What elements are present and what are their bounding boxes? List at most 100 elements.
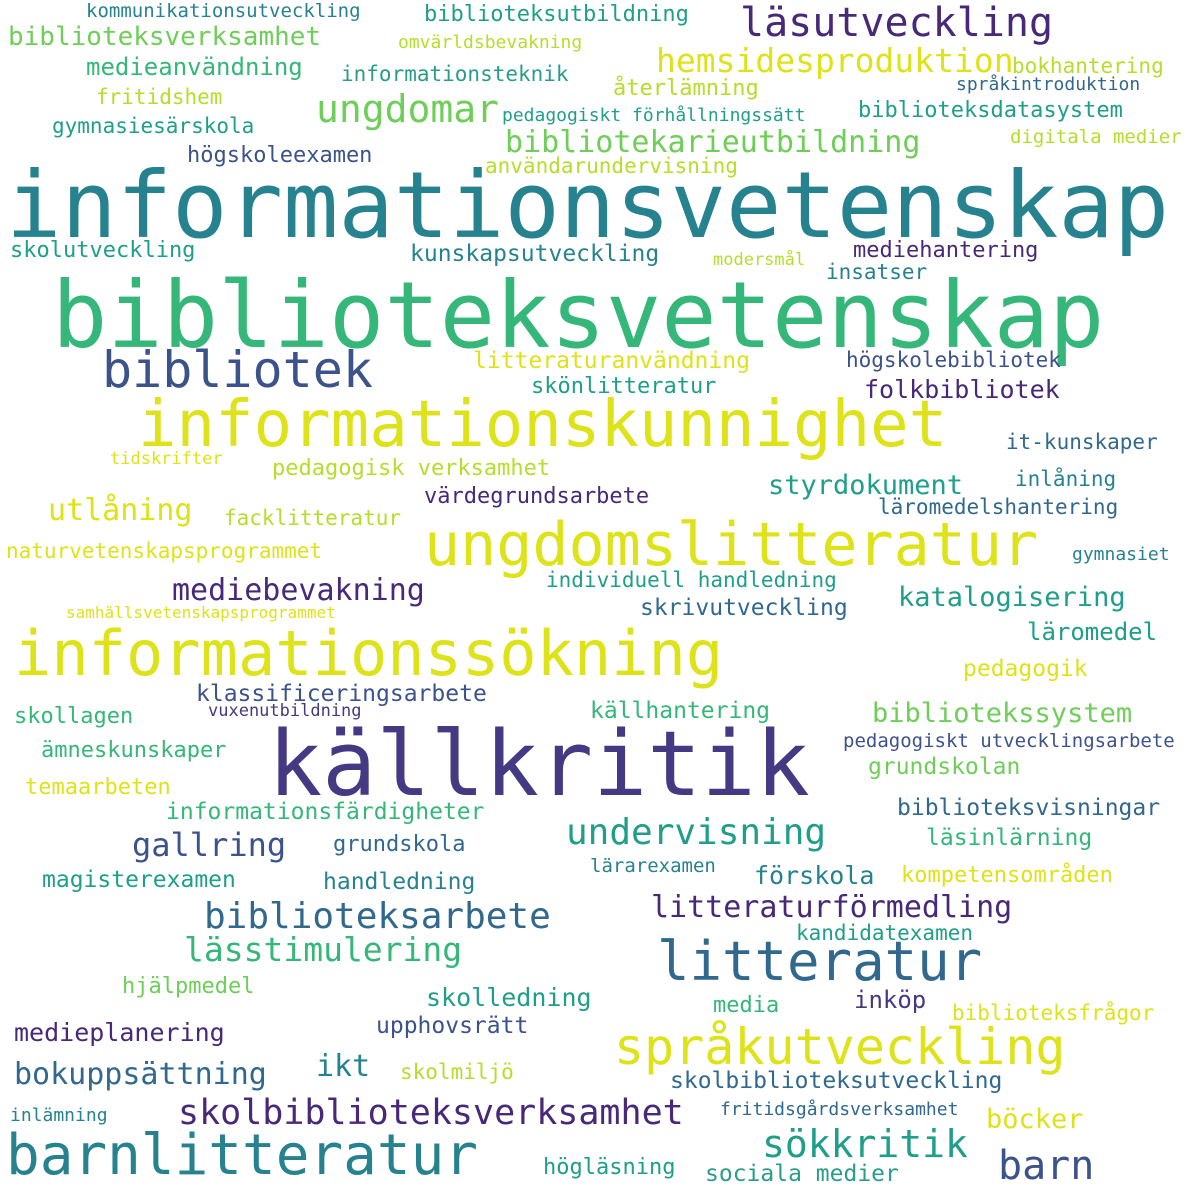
word: temaarbeten [25, 775, 171, 800]
word: grundskola [333, 832, 466, 857]
word: hjälpmedel [122, 974, 255, 999]
word: mediebevakning [172, 573, 425, 608]
word: individuell handledning [546, 568, 837, 592]
word: naturvetenskapsprogrammet [6, 539, 323, 563]
word: bibliotekarieutbildning [505, 125, 921, 160]
word: ämneskunskaper [41, 738, 227, 763]
word: facklitteratur [224, 506, 402, 530]
word: högskolebibliotek [846, 348, 1061, 372]
word: litteraturanvändning [473, 348, 750, 374]
word: tidskrifter [110, 449, 223, 469]
word: handledning [323, 869, 476, 895]
word: språkintroduktion [956, 74, 1141, 95]
word: skolbiblioteksverksamhet [178, 1093, 684, 1133]
word: bokuppsättning [14, 1057, 267, 1092]
word: fritidsgårdsverksamhet [720, 1099, 959, 1120]
word: biblioteksutbildning [424, 2, 689, 27]
word: värdegrundsarbete [424, 484, 650, 509]
word: digitala medier [1010, 126, 1182, 148]
word: styrdokument [768, 470, 964, 501]
word: katalogisering [898, 582, 1126, 613]
word: modersmål [713, 250, 806, 270]
word: förskola [754, 861, 875, 890]
word: skolbiblioteksutveckling [670, 1068, 1003, 1094]
word: ungdomar [316, 87, 500, 131]
word: skolmiljö [400, 1060, 514, 1084]
word: biblioteksvetenskap [52, 262, 1105, 369]
word: biblioteksvisningar [897, 795, 1161, 821]
word: bokhantering [1012, 54, 1164, 78]
word: kandidatexamen [796, 921, 974, 945]
word: omvärldsbevakning [398, 32, 583, 53]
word: läsinlärning [926, 825, 1093, 851]
word: hemsidesproduktion [656, 41, 1014, 80]
word: skönlitteratur [531, 374, 717, 399]
word: informationssökning [14, 617, 724, 690]
word: pedagogisk verksamhet [272, 456, 551, 481]
word: böcker [986, 1104, 1084, 1135]
word: folkbibliotek [864, 375, 1060, 404]
word: fritidshem [96, 85, 223, 109]
word: biblioteksverksamhet [8, 22, 322, 52]
word: kommunikationsutveckling [86, 0, 361, 22]
word: kunskapsutveckling [410, 241, 660, 267]
word: sökkritik [762, 1122, 968, 1166]
word: skolledning [426, 983, 592, 1012]
word: gallring [132, 826, 287, 864]
word: gymnasiesärskola [52, 114, 255, 138]
word: lärarexamen [590, 855, 716, 877]
word: skrivutveckling [640, 595, 848, 621]
word: inlåning [1015, 467, 1117, 491]
word: biblioteksdatasystem [858, 98, 1123, 123]
word: samhällsvetenskapsprogrammet [66, 603, 336, 622]
word: biblioteksarbete [204, 896, 551, 937]
word: skollagen [14, 704, 134, 729]
word: språkutveckling [614, 1018, 1066, 1076]
word: mediehantering [853, 238, 1039, 263]
word: informationskunnighet [138, 388, 948, 462]
word: högläsning [543, 1155, 676, 1180]
word: informationsfärdigheter [166, 799, 485, 825]
word: klassificeringsarbete [196, 681, 487, 707]
word: kompetensområden [901, 863, 1113, 888]
word: medieanvändning [86, 53, 303, 81]
word: sociala medier [705, 1161, 899, 1187]
word: utlåning [48, 493, 193, 528]
word: inköp [854, 986, 927, 1014]
word: magisterexamen [42, 867, 236, 893]
word: källkritik [268, 712, 810, 817]
word: lässtimulering [184, 930, 463, 969]
word: högskoleexamen [187, 143, 373, 168]
word: pedagogiskt förhållningssätt [502, 105, 806, 126]
word: vuxenutbildning [208, 701, 362, 721]
word: inlämning [10, 1105, 108, 1126]
word: skolutveckling [10, 238, 196, 263]
word: källhantering [590, 698, 771, 724]
word: litteraturförmedling [651, 890, 1013, 925]
word: ikt [316, 1049, 371, 1084]
word: pedagogik [963, 656, 1088, 682]
word: ungdomslitteratur [424, 510, 1039, 580]
word: bibliotek [102, 341, 373, 399]
word: gymnasiet [1072, 544, 1170, 565]
word: upphovsrätt [376, 1013, 529, 1039]
word: läsutveckling [740, 0, 1054, 46]
word: litteratur [657, 930, 983, 993]
word: pedagogiskt utvecklingsarbete [843, 730, 1175, 752]
word: informationsteknik [341, 62, 569, 86]
word: media [713, 993, 780, 1018]
word: användarundervisning [485, 154, 738, 178]
word: undervisning [566, 812, 827, 853]
word: it-kunskaper [1006, 430, 1158, 454]
word: bibliotekssystem [872, 698, 1133, 729]
word: grundskolan [868, 754, 1021, 780]
word: barn [998, 1143, 1095, 1189]
word: läromedelshantering [878, 495, 1119, 519]
word: medieplanering [14, 1018, 225, 1047]
word: insatser [826, 260, 928, 284]
word: återlämning [613, 76, 759, 101]
word: biblioteksfrågor [952, 1001, 1155, 1025]
word: informationsvetenskap [6, 152, 1170, 259]
word: läromedel [1027, 618, 1158, 646]
